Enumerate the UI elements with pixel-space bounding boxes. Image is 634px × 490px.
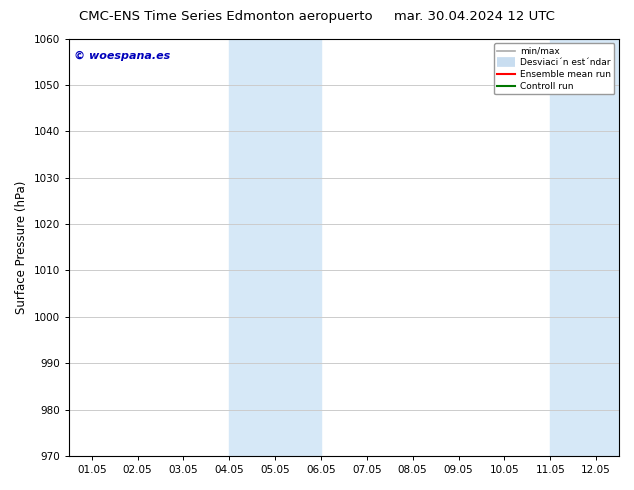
Text: CMC-ENS Time Series Edmonton aeropuerto     mar. 30.04.2024 12 UTC: CMC-ENS Time Series Edmonton aeropuerto … (79, 10, 555, 23)
Bar (230, 39, 321, 456)
Text: © woespana.es: © woespana.es (74, 51, 171, 61)
Bar (550, 39, 634, 456)
Legend: min/max, Desviaci´n est´ndar, Ensemble mean run, Controll run: min/max, Desviaci´n est´ndar, Ensemble m… (494, 43, 614, 95)
Y-axis label: Surface Pressure (hPa): Surface Pressure (hPa) (15, 181, 28, 314)
